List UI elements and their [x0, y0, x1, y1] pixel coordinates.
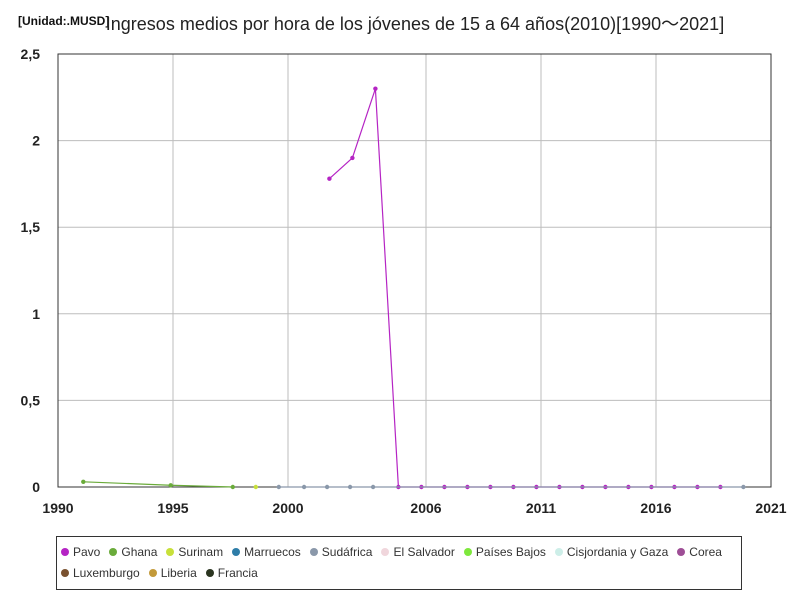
legend-marker-icon [109, 547, 118, 556]
legend-item: Liberia [148, 562, 197, 583]
data-point [741, 484, 746, 490]
legend-item: Corea [677, 541, 722, 562]
legend-item: Países Bajos [463, 541, 546, 562]
x-tick-label: 2011 [526, 500, 557, 516]
series-line [83, 481, 233, 488]
data-point [81, 479, 86, 485]
legend-item: Sudáfrica [309, 541, 373, 562]
series-line [328, 88, 721, 488]
y-tick-label: 2 [32, 133, 40, 149]
legend-item: Francia [205, 562, 258, 583]
data-point [324, 484, 330, 490]
series [81, 86, 746, 490]
legend-item: Surinam [166, 541, 223, 562]
x-tick-label: 2021 [755, 500, 786, 516]
legend-marker-icon [463, 547, 472, 556]
data-point [327, 176, 332, 181]
y-tick-label: 0 [32, 479, 40, 495]
x-axis: 1990 1995 2000 2006 2011 2016 2021 [42, 500, 786, 516]
legend-item: El Salvador [381, 541, 455, 562]
legend-marker-icon [554, 547, 563, 556]
legend-marker-icon [205, 568, 214, 577]
legend-marker-icon [381, 547, 390, 556]
legend-item: Ghana [109, 541, 157, 562]
data-point [373, 86, 378, 91]
data-point [370, 484, 376, 490]
legend-marker-icon [166, 547, 175, 556]
legend: Pavo Ghana Surinam Marruecos Sudáfrica El Sal… [56, 536, 742, 590]
legend-marker-icon [61, 568, 69, 577]
series-ghana [81, 479, 235, 490]
grid [58, 54, 771, 487]
y-tick-label: 2,5 [21, 46, 41, 62]
legend-label: Sudáfrica [321, 544, 373, 559]
data-point [347, 484, 353, 490]
legend-item: Luxemburgo [61, 562, 140, 583]
y-tick-label: 1,5 [21, 219, 41, 235]
legend-marker-icon [677, 547, 686, 556]
series-surinam [253, 484, 258, 490]
legend-label: Surinam [178, 544, 224, 559]
x-tick-label: 2016 [640, 500, 671, 516]
series-sudáfrica [276, 484, 746, 490]
x-tick-label: 2000 [272, 500, 303, 516]
legend-label: Ghana [121, 544, 158, 559]
chart-title: Ingresos medios por hora de los jóvenes … [106, 14, 724, 34]
legend-item: Pavo [61, 541, 100, 562]
data-point [350, 155, 355, 161]
legend-label: Pavo [73, 544, 101, 559]
y-tick-label: 1 [32, 306, 40, 322]
legend-marker-icon [61, 547, 69, 556]
data-point [230, 484, 235, 490]
plot-area-border [57, 53, 772, 488]
x-tick-label: 1995 [157, 500, 188, 516]
data-point [276, 484, 281, 490]
legend-label: Marruecos [244, 544, 301, 559]
data-point [168, 483, 173, 488]
legend-label: Francia [217, 565, 258, 580]
series-pavo [327, 86, 723, 490]
x-tick-label: 2006 [410, 500, 441, 516]
legend-item: Marruecos [232, 541, 301, 562]
legend-label: El Salvador [393, 544, 455, 559]
legend-marker-icon [232, 547, 241, 556]
legend-label: Cisjordania y Gaza [566, 544, 669, 559]
legend-item: Cisjordania y Gaza [554, 541, 669, 562]
unit-label: [Unidad:.MUSD] [18, 14, 109, 28]
y-axis: 2,5 2 1,5 1 0,5 0 [21, 46, 41, 495]
data-point [253, 484, 258, 490]
x-tick-label: 1990 [42, 500, 73, 516]
legend-marker-icon [148, 568, 157, 577]
legend-marker-icon [309, 547, 318, 556]
data-point [301, 484, 307, 490]
y-tick-label: 0,5 [21, 392, 41, 408]
legend-label: Liberia [160, 565, 197, 580]
legend-label: Corea [689, 544, 722, 559]
legend-label: Países Bajos [475, 544, 546, 559]
legend-label: Luxemburgo [73, 565, 140, 580]
